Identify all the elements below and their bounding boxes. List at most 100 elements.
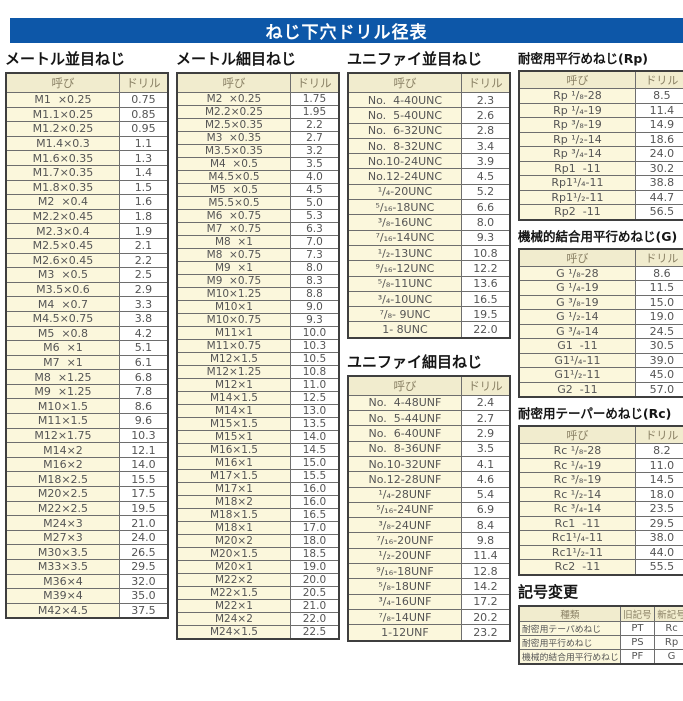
drill-value-cell: 3.2 <box>289 144 340 158</box>
table-row: Rc ¹/₂-14 18.0 <box>518 486 683 502</box>
drill-value-cell: 1.4 <box>118 164 169 181</box>
drill-value-cell: 14.0 <box>289 430 340 444</box>
drill-value-cell: 8.5 <box>634 88 683 104</box>
thread-name-cell: G ¹/₂-14 <box>518 309 636 325</box>
thread-name-cell: M36×4 <box>5 573 120 590</box>
thread-name-cell: M16×2 <box>5 456 120 473</box>
drill-value-cell: 1.5 <box>118 179 169 196</box>
table-row: G ¹/₄-19 11.5 <box>518 280 683 296</box>
drill-value-cell: 11.0 <box>289 378 340 392</box>
thread-name-cell: Rp ³/₄-14 <box>518 146 636 162</box>
thread-name-cell: ¹/₄-28UNF <box>347 486 462 503</box>
thread-name-cell: 機械的結合用平行めねじ <box>518 648 621 664</box>
table-row: M20×2.5 17.5 <box>5 486 169 502</box>
thread-name-cell: ⁵/₈-11UNC <box>347 275 462 292</box>
thread-name-cell: M1.1×0.25 <box>5 106 120 123</box>
table-row: No. 4-40UNC 2.3 <box>347 91 511 109</box>
thread-name-cell: ¹/₄-20UNC <box>347 183 462 201</box>
thread-name-cell: M3 ×0.5 <box>5 267 120 283</box>
thread-name-cell: M12×1.5 <box>176 352 291 366</box>
drill-value-cell: 39.0 <box>634 352 683 368</box>
thread-name-cell: M4.5×0.5 <box>176 170 291 184</box>
table-row: ¹/₂-13UNC 10.8 <box>347 244 511 262</box>
thread-name-cell: M3.5×0.35 <box>176 144 291 158</box>
drill-value-cell: 38.0 <box>634 530 683 546</box>
drill-value-cell: 12.8 <box>460 563 511 580</box>
drill-value-cell: 8.6 <box>634 265 683 281</box>
drill-value-cell: 17.5 <box>118 486 169 502</box>
drill-value-cell: 11.5 <box>634 280 683 296</box>
table-row: M24×2 22.0 <box>176 612 340 626</box>
old-symbol-column-header: 旧記号 <box>619 605 656 622</box>
table-row: M22×2.5 19.5 <box>5 500 169 517</box>
thread-name-cell: ⁹/₁₆-12UNC <box>347 260 462 277</box>
drill-value-cell: 30.2 <box>634 160 683 176</box>
table-row: M20×2 18.0 <box>176 534 340 548</box>
table-row: M18×2.5 15.5 <box>5 471 169 488</box>
table-row: 機械的結合用平行めねじ PF G <box>518 648 683 664</box>
thread-name-cell: Rc1¹/₂-11 <box>518 544 636 560</box>
thread-name-cell: M22×2.5 <box>5 500 120 517</box>
drill-value-cell: 0.95 <box>118 121 169 137</box>
thread-name-cell: No. 5-44UNF <box>347 410 462 427</box>
drill-value-cell: 10.5 <box>289 352 340 366</box>
thread-name-cell: M10×1.25 <box>176 287 291 301</box>
table-row: M1.4×0.3 1.1 <box>5 135 169 152</box>
drill-value-cell: 4.0 <box>289 170 340 184</box>
thread-name-cell: Rp ³/₈-19 <box>518 117 636 133</box>
drill-value-cell: 11.4 <box>460 547 511 565</box>
table-row: M2 ×0.4 1.6 <box>5 194 169 210</box>
table-row: ⁵/₈-11UNC 13.6 <box>347 275 511 292</box>
drill-value-cell: 6.3 <box>289 222 340 236</box>
drill-value-cell: 9.6 <box>118 413 169 429</box>
table-row: M4.5×0.75 3.8 <box>5 310 169 327</box>
name-column-header: 呼び <box>176 72 291 93</box>
thread-name-cell: No. 6-40UNF <box>347 425 462 442</box>
drill-value-cell: 4.2 <box>118 325 169 342</box>
thread-name-cell: No. 6-32UNC <box>347 122 462 139</box>
drill-value-cell: 3.5 <box>460 440 511 457</box>
table-row: 耐密用平行めねじ PS Rp <box>518 634 683 650</box>
header-row: 呼び ドリル <box>518 248 683 267</box>
thread-name-cell: M1.4×0.3 <box>5 135 120 152</box>
drill-value-cell: 9.3 <box>460 229 511 246</box>
drill-value-cell: 1.95 <box>289 105 340 119</box>
thread-name-cell: M18×1.5 <box>176 508 291 522</box>
g-table: 呼び ドリル G ¹/₈-28 8.6 G ¹/₄-19 11.5 G ³/₈-19 15… <box>518 247 683 398</box>
table-row: M1.7×0.35 1.4 <box>5 164 169 181</box>
thread-name-cell: Rp1 -11 <box>518 160 636 176</box>
drill-value-cell: 21.0 <box>118 515 169 531</box>
table-row: M3.5×0.6 2.9 <box>5 281 169 298</box>
drill-value-cell: 8.6 <box>118 398 169 415</box>
table-row: M8 ×1.25 6.8 <box>5 369 169 385</box>
thread-name-cell: M5 ×0.8 <box>5 325 120 342</box>
section-title-rc: 耐密用テーパーめねじ(Rc) <box>518 406 672 421</box>
name-column-header: 呼び <box>518 248 636 267</box>
table-row: Rp2 -11 56.5 <box>518 204 683 220</box>
drill-value-cell: 17.0 <box>289 521 340 535</box>
drill-value-cell: 45.0 <box>634 367 683 383</box>
table-row: ⁵/₈-18UNF 14.2 <box>347 578 511 595</box>
thread-name-cell: M4.5×0.75 <box>5 310 120 327</box>
name-column-header: 呼び <box>5 72 120 93</box>
table-row: M14×1.5 12.5 <box>176 391 340 405</box>
table-row: Rc1 -11 29.5 <box>518 515 683 531</box>
thread-name-cell: No. 8-36UNF <box>347 440 462 457</box>
drill-value-cell: 12.5 <box>289 391 340 405</box>
table-row: Rp1 -11 30.2 <box>518 160 683 176</box>
drill-value-cell: 2.5 <box>118 267 169 283</box>
table-row: No. 5-40UNC 2.6 <box>347 107 511 124</box>
drill-value-cell: 9.0 <box>289 300 340 314</box>
drill-value-cell: Rp <box>654 634 683 650</box>
table-row: M1.1×0.25 0.85 <box>5 106 169 123</box>
drill-value-cell: 20.0 <box>289 573 340 587</box>
thread-name-cell: M11×1 <box>176 326 291 340</box>
thread-name-cell: M5 ×0.5 <box>176 183 291 197</box>
drill-value-cell: 14.0 <box>118 456 169 473</box>
drill-value-cell: 12.2 <box>460 260 511 277</box>
thread-name-cell: M9 ×1.25 <box>5 383 120 400</box>
thread-name-cell: G ³/₄-14 <box>518 323 636 339</box>
table-row: M10×1.5 8.6 <box>5 398 169 415</box>
table-row: ⁹/₁₆-12UNC 12.2 <box>347 260 511 277</box>
metric-coarse-table: 呼び ドリル M1 ×0.25 0.75 M1.1×0.25 0.85 M1.2×0.2… <box>5 72 169 620</box>
